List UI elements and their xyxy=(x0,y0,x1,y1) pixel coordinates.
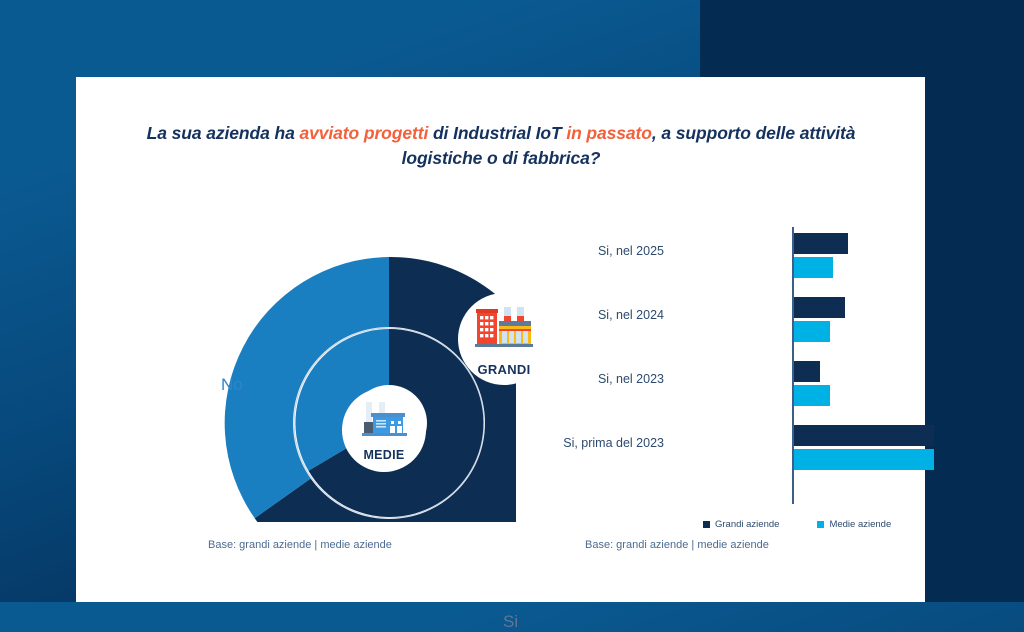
bar-category-label-0: Si, nel 2025 xyxy=(597,244,664,258)
donut-label-no: No xyxy=(221,375,243,394)
bar-chart-legend: Grandi aziende Medie aziende xyxy=(703,519,891,530)
bar-grandi-1 xyxy=(794,297,845,318)
background-top-right-block xyxy=(700,0,1024,80)
bar-medie-1 xyxy=(794,321,830,342)
badge-grandi-label: GRANDI xyxy=(477,362,531,377)
bar-row-0: Si, nel 2025 xyxy=(593,227,893,291)
badge-medie: MEDIE xyxy=(344,390,424,470)
title-highlight-2: in passato xyxy=(566,123,652,143)
factory-large-icon xyxy=(460,305,548,349)
donut-chart: No Si xyxy=(116,162,548,631)
legend-label-grandi: Grandi aziende xyxy=(715,519,780,530)
legend-label-medie: Medie aziende xyxy=(829,519,892,530)
page-title: La sua azienda ha avviato progetti di In… xyxy=(146,121,856,171)
legend-swatch-medie xyxy=(817,521,825,528)
bar-grandi-2 xyxy=(794,361,820,382)
bar-row-2: Si, nel 2023 xyxy=(593,355,893,419)
bar-grandi-3 xyxy=(794,425,934,446)
bar-grandi-0 xyxy=(794,233,848,254)
bar-row-1: Si, nel 2024 xyxy=(593,291,893,355)
bar-footer-note: Base: grandi aziende | medie aziende xyxy=(585,539,769,551)
bar-category-label-1: Si, nel 2024 xyxy=(597,308,664,322)
title-part-2: di Industrial IoT xyxy=(428,123,567,143)
title-part-1: La sua azienda ha xyxy=(146,123,300,143)
donut-chart-svg xyxy=(224,256,516,522)
bar-medie-2 xyxy=(794,385,830,406)
badge-grandi: GRANDI xyxy=(460,295,548,383)
title-highlight-1: avviato progetti xyxy=(299,123,429,143)
bar-category-label-3: Si, prima del 2023 xyxy=(563,436,664,450)
legend-item-medie: Medie aziende xyxy=(817,519,891,530)
donut-inner-ring-outline xyxy=(293,327,485,519)
donut-footer-note: Base: grandi aziende | medie aziende xyxy=(208,539,392,551)
bar-chart: Si, nel 2025 Si, nel 2024 Si, nel 2023 S… xyxy=(563,227,934,530)
bar-medie-3 xyxy=(794,449,934,470)
badge-medie-label: MEDIE xyxy=(363,447,405,462)
bar-medie-0 xyxy=(794,257,833,278)
legend-swatch-grandi xyxy=(703,521,710,528)
title-part-3: , a supporto delle attività logistiche o… xyxy=(401,123,856,168)
bar-chart-axis xyxy=(792,227,794,504)
slide-card: La sua azienda ha avviato progetti di In… xyxy=(76,77,934,631)
bar-category-label-2: Si, nel 2023 xyxy=(597,372,664,386)
factory-medium-icon xyxy=(344,400,424,440)
donut-label-si: Si xyxy=(503,612,519,631)
legend-item-grandi: Grandi aziende xyxy=(703,519,779,530)
bar-row-3: Si, prima del 2023 xyxy=(563,419,934,483)
